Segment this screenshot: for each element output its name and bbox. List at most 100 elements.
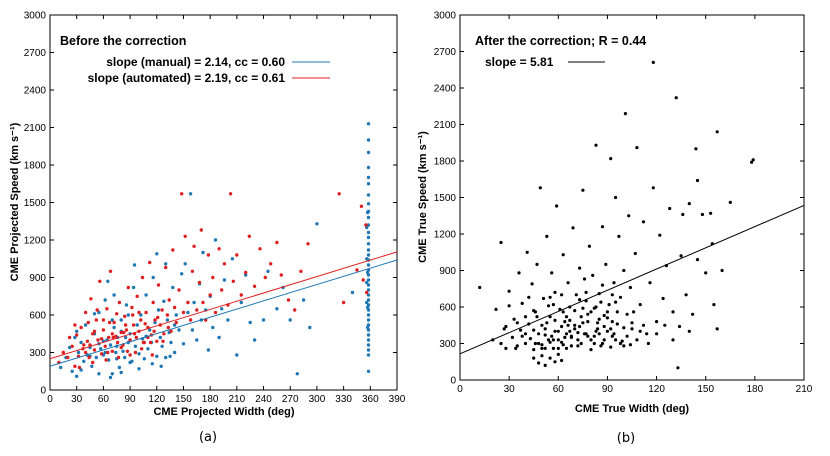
- scatter-point-automated: [148, 260, 152, 265]
- scatter-point-manual: [103, 350, 107, 355]
- scatter-point-true: [614, 338, 618, 342]
- scatter-point-true: [560, 358, 564, 363]
- scatter-point-manual: [177, 328, 181, 332]
- scatter-point-automated: [167, 298, 171, 302]
- y-tick-label: 3000: [434, 11, 457, 22]
- scatter-point-manual: [92, 312, 97, 316]
- legend-label-manual: slope (manual) = 2.14, cc = 0.60: [106, 55, 285, 69]
- scatter-point-true: [596, 321, 600, 325]
- scatter-point-manual: [366, 138, 371, 142]
- scatter-point-automated: [286, 298, 291, 302]
- scatter-point-automated: [213, 310, 218, 315]
- scatter-point-true: [573, 323, 577, 327]
- scatter-point-true: [720, 268, 724, 273]
- scatter-point-true: [651, 60, 655, 64]
- scatter-point-manual: [135, 323, 139, 327]
- scatter-point-manual: [172, 323, 177, 327]
- scatter-point-manual: [137, 367, 141, 371]
- scatter-point-manual: [365, 300, 369, 305]
- scatter-point-true: [560, 340, 564, 344]
- scatter-point-manual: [366, 230, 371, 235]
- scatter-point-manual: [366, 150, 371, 155]
- scatter-point-manual: [156, 308, 161, 312]
- scatter-point-manual: [97, 310, 101, 315]
- fits-a: [49, 251, 398, 367]
- scatter-point-true: [663, 323, 667, 327]
- scatter-point-true: [576, 338, 580, 342]
- legend-title-b: After the correction; R = 0.44: [475, 34, 646, 48]
- scatter-point-manual: [132, 263, 137, 267]
- scatter-point-automated: [95, 308, 99, 312]
- scatter-point-true: [655, 332, 659, 336]
- scatter-point-automated: [99, 352, 104, 356]
- scatter-point-true: [750, 160, 754, 164]
- scatter-point-true: [622, 326, 626, 330]
- scatter-point-manual: [366, 343, 371, 347]
- scatter-point-manual: [366, 278, 371, 282]
- scatter-point-manual: [83, 323, 88, 327]
- scatter-point-true: [594, 143, 598, 147]
- scatter-point-manual: [107, 358, 111, 362]
- scatter-point-automated: [306, 242, 310, 246]
- scatter-point-automated: [119, 345, 123, 350]
- scatter-point-true: [576, 344, 580, 348]
- scatter-point-true: [728, 200, 732, 204]
- scatter-point-true: [543, 327, 547, 331]
- scatter-point-true: [561, 343, 565, 347]
- scatter-point-automated: [183, 234, 187, 238]
- fit-line-automated: [49, 251, 398, 360]
- fit-line-manual: [49, 259, 398, 367]
- scatter-point-true: [548, 315, 552, 319]
- scatter-point-true: [548, 340, 552, 344]
- scatter-point-automated: [105, 307, 109, 311]
- x-tick-label: 90: [125, 394, 137, 405]
- ticks-a: 0 30 60 90 120 150 180 210 240 270 300 330 360 390 0 30…: [24, 11, 406, 406]
- scatter-point-automated: [355, 268, 359, 272]
- scatter-point-automated: [359, 204, 364, 208]
- scatter-point-manual: [366, 175, 371, 180]
- y-tick-label: 0: [450, 376, 456, 387]
- scatter-point-manual: [235, 353, 239, 357]
- scatter-point-automated: [73, 364, 77, 368]
- scatter-point-true: [550, 271, 554, 275]
- scatter-point-true: [568, 329, 572, 333]
- scatter-point-true: [623, 112, 628, 116]
- scatter-point-true: [504, 346, 508, 350]
- scatter-point-automated: [128, 338, 132, 342]
- scatter-point-true: [586, 312, 590, 316]
- scatter-point-automated: [364, 223, 368, 227]
- scatter-point-true: [609, 157, 613, 161]
- y-tick-label: 1800: [434, 157, 457, 168]
- scatter-point-manual: [190, 328, 195, 332]
- scatter-point-automated: [140, 275, 145, 280]
- scatter-point-manual: [365, 325, 370, 330]
- panel-label-b: (b): [617, 431, 635, 446]
- scatter-point-manual: [79, 368, 83, 372]
- panel-label-a: (a): [199, 430, 217, 445]
- scatter-point-true: [592, 341, 596, 346]
- x-tick-label: 180: [747, 384, 764, 395]
- scatter-point-manual: [365, 280, 369, 285]
- panel-b: 0 30 60 90 120 150 180 210030060090012001500180…: [417, 11, 813, 447]
- x-tick-label: 210: [796, 384, 813, 395]
- scatter-point-true: [691, 312, 695, 316]
- scatter-point-automated: [110, 332, 115, 336]
- scatter-point-true: [641, 220, 646, 224]
- scatter-point-true: [494, 307, 498, 311]
- scatter-point-automated: [365, 290, 369, 295]
- scatter-point-manual: [112, 325, 116, 330]
- scatter-point-true: [709, 211, 713, 215]
- scatter-point-manual: [217, 335, 221, 340]
- panel-a: 0 30 60 90 120 150 180 210 240 270 300 330 360 390 0 30…: [9, 11, 406, 446]
- scatter-point-true: [571, 226, 575, 230]
- fits-b: [459, 204, 805, 355]
- scatter-point-automated: [161, 339, 165, 343]
- scatter-point-true: [561, 253, 565, 257]
- legend-title-a: Before the correction: [60, 34, 186, 48]
- scatter-point-automated: [131, 323, 136, 327]
- scatter-point-manual: [158, 335, 162, 340]
- scatter-point-true: [543, 363, 547, 367]
- scatter-point-true: [546, 304, 551, 308]
- scatter-point-manual: [366, 215, 371, 220]
